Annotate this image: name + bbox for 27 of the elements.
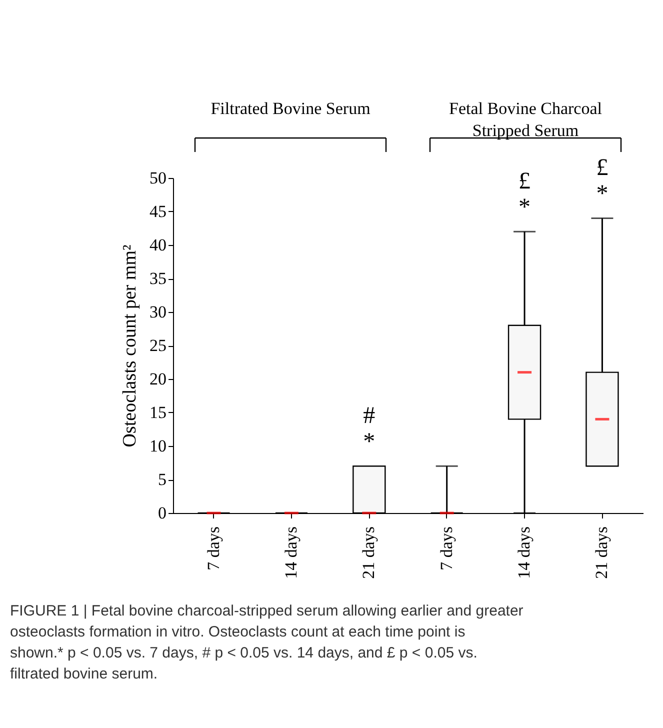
y-tick-label: 40 bbox=[150, 236, 166, 254]
annotation: # bbox=[363, 403, 376, 430]
y-tick-label: 25 bbox=[150, 336, 166, 355]
x-tick-label: 14 days bbox=[514, 526, 534, 579]
x-tick-label: 7 days bbox=[436, 526, 456, 570]
x-tick-label: 7 days bbox=[204, 526, 223, 570]
annotation: £ bbox=[596, 155, 608, 182]
x-tick-label: 21 days bbox=[359, 526, 378, 579]
y-tick-label: 5 bbox=[158, 470, 166, 489]
y-tick-label: 10 bbox=[150, 436, 166, 456]
annotation: * bbox=[518, 194, 531, 221]
y-tick-label: 15 bbox=[150, 403, 166, 422]
y-tick-label: 35 bbox=[150, 269, 166, 288]
text: Filtrated Bovine Serum bbox=[210, 99, 370, 118]
y-tick-label: 0 bbox=[158, 504, 166, 522]
text: Fetal Bovine Charcoal Stripped Serum bbox=[449, 99, 602, 140]
y-tick-label: 45 bbox=[150, 202, 166, 221]
y-tick-label: 50 bbox=[150, 168, 166, 188]
x-tick-label: 21 days bbox=[592, 526, 612, 579]
annotation: £ bbox=[518, 168, 531, 195]
y-tick-label: 30 bbox=[150, 302, 166, 322]
caption: FIGURE 1 | Fetal bovine charcoal-stripped serum allowing earlier and greater osteoclasts formation in vitro. Osteoclasts count at each time point is shown.* p < 0.05 vs. 7 days, # p < 0.05 vs. 14 days, and £ p < 0.05 vs. filtrated bovine serum. bbox=[10, 602, 524, 682]
annotation: * bbox=[363, 429, 376, 456]
y-axis-title: Osteoclasts count per mm² bbox=[120, 244, 140, 448]
annotation: * bbox=[596, 181, 608, 208]
x-tick-label: 14 days bbox=[281, 526, 300, 579]
y-tick-label: 20 bbox=[150, 370, 166, 388]
